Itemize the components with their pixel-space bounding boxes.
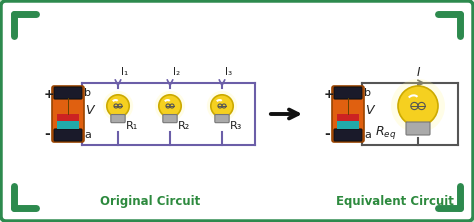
FancyBboxPatch shape	[111, 115, 125, 123]
Text: -: -	[44, 127, 50, 141]
Circle shape	[103, 91, 133, 121]
Text: b: b	[364, 88, 371, 98]
Polygon shape	[385, 132, 474, 222]
Bar	[337, 121, 359, 129]
FancyBboxPatch shape	[334, 129, 362, 141]
Text: a: a	[84, 130, 91, 140]
FancyBboxPatch shape	[406, 122, 430, 135]
Text: R₃: R₃	[230, 121, 242, 131]
Circle shape	[107, 95, 129, 117]
Circle shape	[211, 95, 233, 117]
FancyBboxPatch shape	[52, 86, 84, 142]
Bar	[57, 114, 79, 121]
Text: V: V	[365, 105, 374, 117]
FancyBboxPatch shape	[54, 87, 82, 99]
Text: I₃: I₃	[225, 67, 232, 77]
FancyBboxPatch shape	[54, 129, 82, 141]
Text: I₁: I₁	[121, 67, 128, 77]
FancyBboxPatch shape	[332, 86, 364, 142]
Bar	[337, 114, 359, 121]
Bar	[57, 121, 79, 129]
Text: I₂: I₂	[173, 67, 180, 77]
Text: a: a	[364, 130, 371, 140]
FancyBboxPatch shape	[334, 87, 362, 99]
Text: R₁: R₁	[126, 121, 138, 131]
Text: I: I	[416, 66, 420, 79]
Circle shape	[391, 79, 445, 133]
Circle shape	[398, 86, 438, 126]
Text: V: V	[85, 105, 93, 117]
Text: Original Circuit: Original Circuit	[100, 195, 200, 208]
Polygon shape	[0, 0, 110, 72]
Circle shape	[155, 91, 185, 121]
Circle shape	[159, 95, 181, 117]
Text: b: b	[84, 88, 91, 98]
Circle shape	[207, 91, 237, 121]
Text: R₂: R₂	[178, 121, 190, 131]
Text: -: -	[324, 127, 330, 141]
Text: +: +	[44, 87, 55, 101]
Text: Equivalent Circuit: Equivalent Circuit	[336, 195, 454, 208]
FancyBboxPatch shape	[215, 115, 229, 123]
FancyBboxPatch shape	[163, 115, 177, 123]
Text: +: +	[324, 87, 335, 101]
Text: $R_{eq}$: $R_{eq}$	[375, 124, 396, 141]
